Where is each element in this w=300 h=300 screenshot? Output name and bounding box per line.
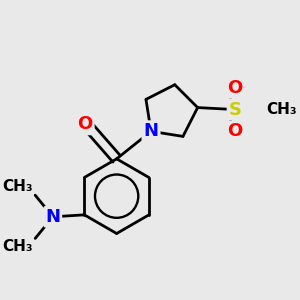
Text: O: O bbox=[227, 79, 243, 97]
Text: CH₃: CH₃ bbox=[266, 102, 297, 117]
Text: N: N bbox=[45, 208, 60, 226]
Text: S: S bbox=[229, 100, 242, 118]
Text: CH₃: CH₃ bbox=[3, 179, 33, 194]
Text: O: O bbox=[78, 116, 93, 134]
Text: N: N bbox=[143, 122, 158, 140]
Text: CH₃: CH₃ bbox=[3, 239, 33, 254]
Text: O: O bbox=[227, 122, 243, 140]
Text: N: N bbox=[143, 122, 158, 140]
